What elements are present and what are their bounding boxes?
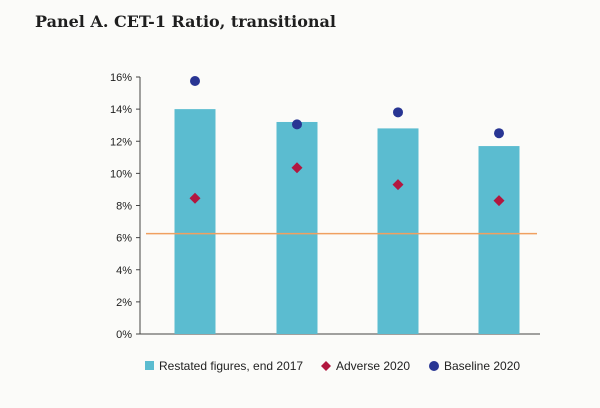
legend-label: Adverse 2020 xyxy=(336,359,410,373)
legend: Restated figures, end 2017 Adverse 2020 Ba… xyxy=(145,359,520,373)
bar xyxy=(478,146,520,334)
y-tick-label: 6% xyxy=(116,233,132,245)
y-tick-label: 10% xyxy=(110,168,132,180)
chart-title: Panel A. CET-1 Ratio, transitional xyxy=(35,12,336,31)
y-tick-label: 0% xyxy=(116,329,132,341)
diamond-point xyxy=(291,162,303,174)
y-tick-label: 8% xyxy=(116,201,132,213)
marker-series xyxy=(189,76,505,207)
y-tick-label: 12% xyxy=(110,136,132,148)
legend-swatch-circle xyxy=(429,361,439,371)
legend-label: Baseline 2020 xyxy=(444,359,520,373)
circle-point xyxy=(292,119,302,130)
circle-point xyxy=(494,128,504,139)
bar-series xyxy=(174,109,520,334)
y-tick-label: 2% xyxy=(116,297,132,309)
diamond-point xyxy=(392,179,404,191)
diamond-point xyxy=(189,192,201,204)
y-tick-label: 16% xyxy=(110,72,132,84)
circle-point xyxy=(190,76,200,87)
y-tick-label: 4% xyxy=(116,265,132,277)
y-tick-label: 14% xyxy=(110,104,132,116)
diamond-point xyxy=(493,195,505,207)
circle-point xyxy=(393,107,403,118)
bar xyxy=(377,128,419,334)
y-axis: 0% 2% 4% 6% 8% 10% 12% 14% 16% xyxy=(110,72,540,341)
legend-label: Restated figures, end 2017 xyxy=(159,359,303,373)
legend-swatch-diamond xyxy=(321,361,331,371)
legend-swatch-bar xyxy=(145,361,154,370)
bar xyxy=(174,109,216,334)
bar xyxy=(276,121,318,334)
